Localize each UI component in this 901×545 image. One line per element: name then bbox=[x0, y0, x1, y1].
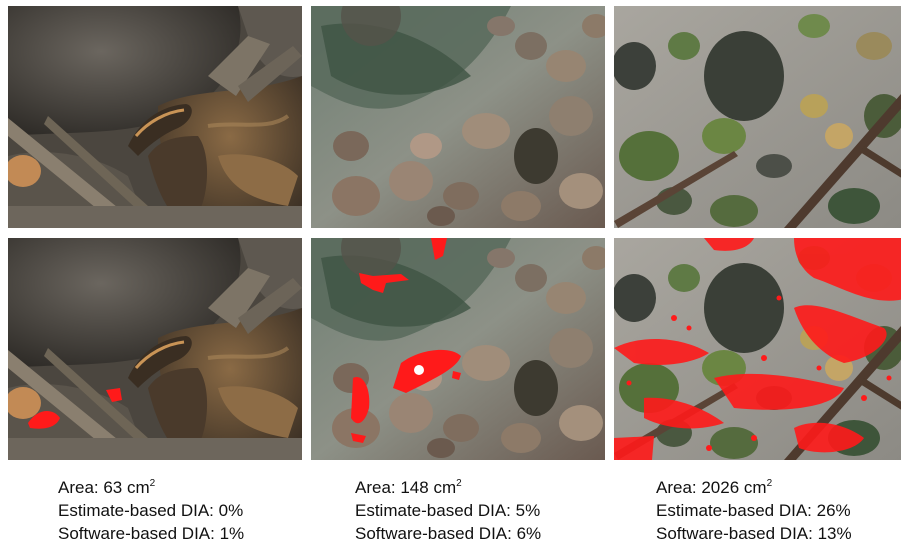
photo-2-highlighted bbox=[311, 238, 605, 460]
software-dia-label: Software-based DIA: 6% bbox=[355, 524, 542, 543]
caption-2: Area: 148 cm2 Estimate-based DIA: 5% Sof… bbox=[355, 476, 541, 545]
photo-3-highlighted bbox=[614, 238, 901, 460]
estimate-dia-label: Estimate-based DIA: 5% bbox=[355, 501, 541, 520]
photo-3-original bbox=[614, 6, 901, 228]
estimate-dia-label: Estimate-based DIA: 0% bbox=[58, 501, 244, 520]
photo-1-highlighted bbox=[8, 238, 302, 460]
caption-1: Area: 63 cm2 Estimate-based DIA: 0% Soft… bbox=[58, 476, 244, 545]
area-label: Area: 2026 cm2 bbox=[656, 478, 773, 497]
photo-1-original bbox=[8, 6, 302, 228]
estimate-dia-label: Estimate-based DIA: 26% bbox=[656, 501, 851, 520]
area-label: Area: 148 cm2 bbox=[355, 478, 462, 497]
software-dia-label: Software-based DIA: 1% bbox=[58, 524, 245, 543]
area-label: Area: 63 cm2 bbox=[58, 478, 156, 497]
caption-3: Area: 2026 cm2 Estimate-based DIA: 26% S… bbox=[656, 476, 852, 545]
software-dia-label: Software-based DIA: 13% bbox=[656, 524, 852, 543]
photo-2-original bbox=[311, 6, 605, 228]
